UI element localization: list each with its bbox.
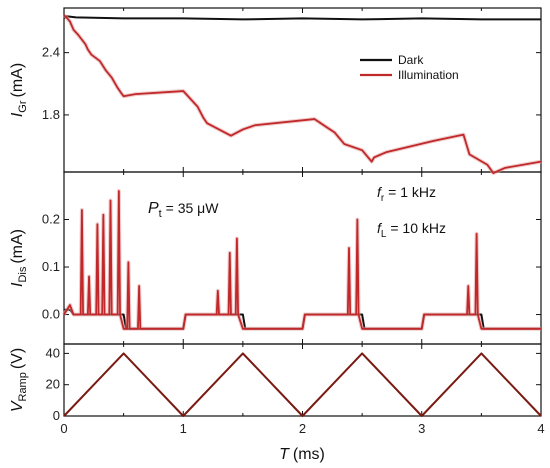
idis-ylabel: IDis(mA) [9,229,29,287]
x-tick-label: 0 [60,421,67,436]
x-tick-label: 3 [418,421,425,436]
ticks-layer: 1.8 2.4 0.0 0.1 0.2 0 20 40 0 1 2 3 4 [42,8,545,436]
igr-ytick-label: 1.8 [42,107,60,122]
idis-ytick-label: 0.1 [42,259,60,274]
annotation-freq-r: fr = 1 kHz [377,184,436,204]
legend-label-illumination: Illumination [398,68,459,82]
igr-ylabel: IGr(mA) [9,63,29,117]
igr-series-dark [63,15,541,21]
igr-ytick-label: 2.4 [42,45,60,60]
series-layer [62,13,542,417]
idis-series-illumination [63,190,541,330]
idis-ytick-label: 0.0 [42,307,60,322]
vramp-ytick-label: 0 [53,408,60,423]
legend: Dark Illumination [360,53,459,82]
vramp-series-ramp [63,352,542,417]
annotation-freq-l: fL = 10 kHz [377,220,446,240]
idis-ytick-label: 0.2 [42,212,60,227]
panel-vramp-frame [63,343,542,417]
x-tick-label: 4 [537,421,544,436]
igr-series-illumination [63,14,542,174]
x-axis-label: T (ms) [279,446,325,463]
vramp-ytick-label: 40 [46,345,60,360]
vramp-ytick-label: 20 [46,377,60,392]
x-tick-label: 2 [299,421,306,436]
vramp-ylabel: VRamp(V) [9,348,29,412]
annotation-power: Pt = 35 μW [148,200,219,220]
x-tick-label: 1 [180,421,187,436]
panel-igr-frame [63,7,542,173]
legend-label-dark: Dark [398,53,424,67]
